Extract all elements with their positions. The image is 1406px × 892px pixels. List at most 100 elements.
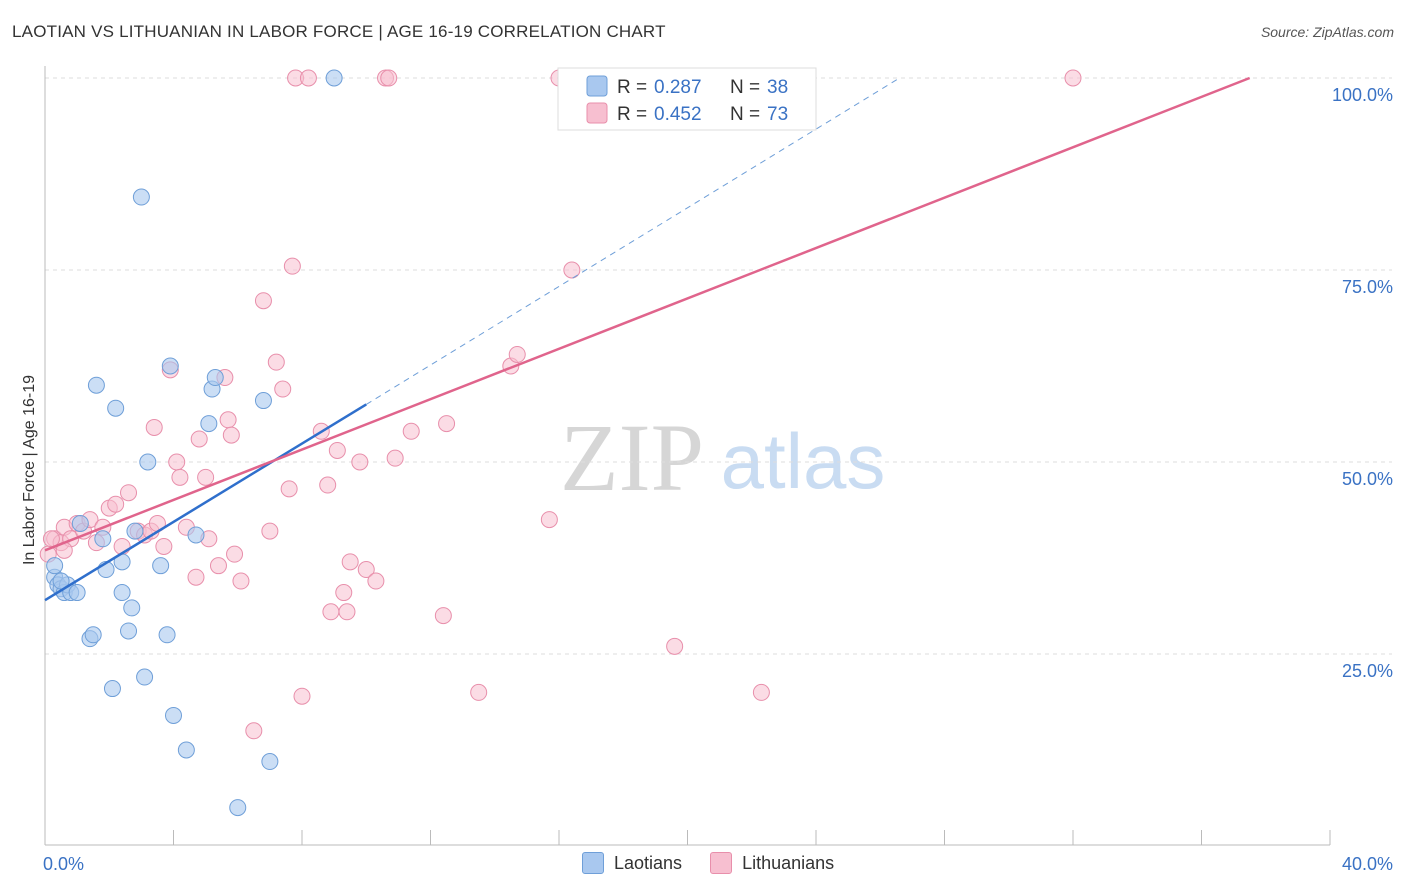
lithuanians-trend-line — [44, 76, 1251, 552]
laotians-trend-line — [44, 403, 367, 602]
legend-item-laotians: Laotians — [582, 852, 682, 874]
watermark-atlas: atlas — [721, 417, 886, 505]
laotians-point — [229, 799, 247, 817]
laotians-point — [161, 357, 179, 375]
laotians-point — [120, 622, 138, 640]
lithuanians-point — [540, 511, 558, 529]
watermark: ZIP atlas — [560, 404, 885, 511]
lithuanians-point — [380, 69, 398, 87]
laotians-point — [107, 399, 125, 417]
laotians-point — [126, 522, 144, 540]
lithuanians-point — [145, 418, 163, 436]
lithuanians-point — [293, 687, 311, 705]
legend-item-lithuanians: Lithuanians — [710, 852, 834, 874]
laotians-point — [132, 188, 150, 206]
laotians-point — [325, 69, 343, 87]
legend-swatch-lithuanians — [710, 852, 733, 874]
laotians-point — [113, 584, 131, 602]
lithuanians-point — [386, 449, 404, 467]
lithuanians-point — [752, 683, 770, 701]
lithuanians-point — [261, 522, 279, 540]
legend-n-label-laotians: N = — [730, 77, 760, 98]
lithuanians-point — [222, 426, 240, 444]
lithuanians-point — [274, 380, 292, 398]
legend-r-value-laotians: 0.287 — [654, 77, 702, 98]
lithuanians-point — [335, 584, 353, 602]
lithuanians-point — [666, 637, 684, 655]
tick-labels: 25.0% 50.0% 75.0% 100.0% 0.0% 40.0% — [43, 85, 1393, 874]
legend-box: R = 0.287 N = 38 R = 0.452 N = 73 — [557, 67, 817, 131]
grid — [45, 77, 1392, 655]
y-tick-label: 75.0% — [1342, 277, 1393, 297]
laotians-trend-extension — [365, 77, 900, 405]
lithuanians-point — [470, 683, 488, 701]
legend-box-swatch-laotians — [586, 75, 608, 97]
laotians-point — [254, 392, 272, 410]
legend-n-label-lithuanians: N = — [730, 104, 760, 125]
legend-r-value-lithuanians: 0.452 — [654, 104, 702, 125]
laotians-point — [261, 753, 279, 771]
laotians-point — [165, 706, 182, 724]
laotians-point — [200, 415, 218, 433]
x-tick-label-min: 0.0% — [43, 854, 84, 874]
laotians-point — [46, 557, 64, 575]
lithuanians-point — [232, 572, 250, 590]
lithuanians-point — [508, 345, 526, 363]
lithuanians-point — [226, 545, 244, 563]
laotians-point — [94, 530, 112, 548]
lithuanians-point — [434, 607, 452, 625]
watermark-zip: ZIP — [560, 404, 704, 511]
lithuanians-point — [280, 480, 298, 498]
lithuanians-point — [338, 603, 356, 621]
lithuanians-point — [171, 468, 189, 486]
lithuanians-point — [267, 353, 285, 371]
laotians-point — [87, 376, 105, 394]
lithuanians-point — [367, 572, 385, 590]
laotians-point — [123, 599, 141, 617]
chart-title: LAOTIAN VS LITHUANIAN IN LABOR FORCE | A… — [12, 22, 666, 41]
legend-swatch-laotians — [582, 852, 604, 874]
lithuanians-point — [190, 430, 208, 448]
trend-lines — [44, 76, 1251, 602]
y-tick-label: 50.0% — [1342, 469, 1393, 489]
lithuanians-point — [254, 292, 272, 310]
laotians-point — [158, 626, 176, 644]
lithuanians-point — [107, 495, 125, 513]
bottom-legend: Laotians Lithuanians — [582, 852, 862, 874]
laotians-point — [177, 741, 195, 759]
lithuanians-point — [209, 557, 227, 575]
legend-r-label-laotians: R = — [617, 77, 647, 98]
lithuanians-point — [155, 537, 173, 555]
laotians-point — [136, 668, 154, 686]
legend-label-lithuanians: Lithuanians — [742, 852, 835, 873]
laotians-point — [206, 369, 224, 387]
lithuanians-point — [219, 411, 237, 429]
lithuanians-point — [299, 69, 317, 87]
lithuanians-point — [120, 484, 138, 502]
laotians-point — [103, 680, 121, 698]
lithuanians-point — [563, 261, 581, 279]
legend-n-value-laotians: 38 — [767, 77, 788, 98]
lithuanians-point — [319, 476, 337, 494]
y-tick-label: 100.0% — [1332, 85, 1393, 105]
lithuanians-point — [283, 257, 301, 275]
legend-label-laotians: Laotians — [614, 852, 683, 873]
lithuanians-point — [341, 553, 359, 571]
lithuanians-point — [168, 453, 186, 471]
lithuanians-point — [402, 422, 420, 440]
lithuanians-point — [328, 441, 346, 459]
x-tick-label-max: 40.0% — [1342, 854, 1393, 874]
laotians-points — [46, 69, 343, 817]
lithuanians-point — [357, 561, 375, 579]
lithuanians-point — [1064, 69, 1082, 87]
legend-n-value-lithuanians: 73 — [767, 104, 788, 125]
legend-r-label-lithuanians: R = — [617, 104, 647, 125]
laotians-point — [187, 526, 205, 544]
legend-box-swatch-lithuanians — [586, 102, 608, 124]
laotians-point — [68, 584, 86, 602]
lithuanians-point — [187, 568, 205, 586]
laotians-point — [71, 514, 89, 532]
laotians-point — [152, 557, 170, 575]
lithuanians-point — [197, 468, 215, 486]
